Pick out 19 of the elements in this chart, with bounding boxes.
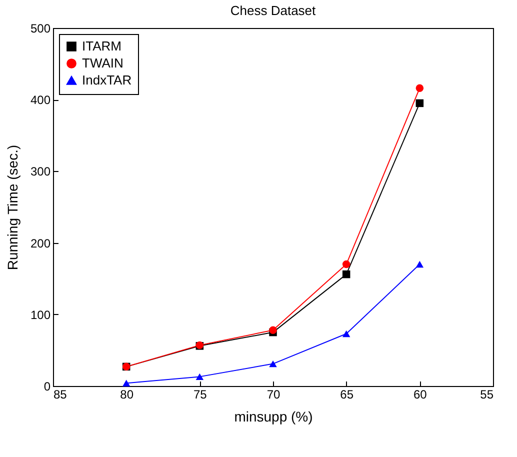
chart-title: Chess Dataset [230, 3, 316, 18]
y-tick-label: 100 [30, 308, 51, 322]
x-tick-label: 65 [340, 388, 354, 402]
x-tick-label: 85 [54, 388, 68, 402]
x-tick-label: 60 [413, 388, 428, 402]
y-tick-label: 0 [44, 380, 51, 394]
legend-label: ITARM [82, 38, 122, 54]
y-axis-title: Running Time (sec.) [4, 144, 20, 270]
x-tick-label: 55 [480, 388, 494, 402]
y-tick-label: 300 [30, 164, 51, 179]
x-tick-label: 75 [193, 388, 208, 402]
x-tick-label: 80 [120, 388, 134, 402]
legend-label: TWAIN [82, 56, 124, 70]
x-axis-title: minsupp (%) [234, 408, 313, 424]
y-tick-label: 200 [30, 236, 51, 250]
legend-label: IndxTAR [82, 72, 132, 88]
y-tick-label: 500 [30, 22, 51, 36]
x-tick-label: 70 [266, 388, 280, 402]
y-tick-label: 400 [30, 93, 51, 108]
